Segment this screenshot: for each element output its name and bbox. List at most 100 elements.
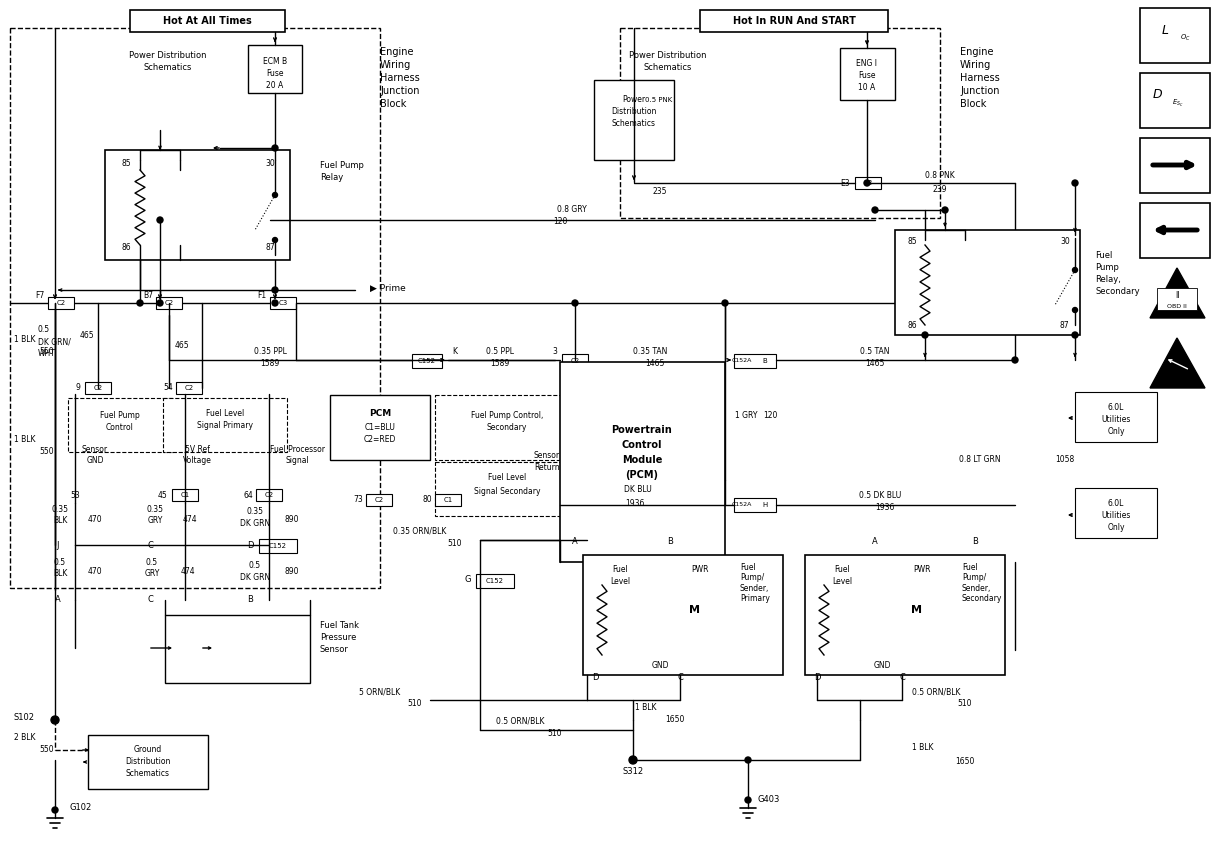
Text: GND: GND <box>651 661 669 669</box>
Text: 0.35 TAN: 0.35 TAN <box>632 346 667 356</box>
Text: 85: 85 <box>122 159 132 168</box>
Text: C2=RED: C2=RED <box>364 436 396 444</box>
Text: Power Distribution: Power Distribution <box>129 50 206 60</box>
Text: Pump: Pump <box>1095 262 1118 272</box>
Text: C2: C2 <box>570 358 580 364</box>
Text: 239: 239 <box>933 186 947 194</box>
Circle shape <box>53 807 59 813</box>
Text: G403: G403 <box>758 795 780 805</box>
Text: $D$: $D$ <box>1153 89 1164 102</box>
Bar <box>68 398 173 452</box>
Bar <box>560 362 725 562</box>
Text: Signal Primary: Signal Primary <box>197 420 253 430</box>
Text: $L$: $L$ <box>1161 23 1170 36</box>
Bar <box>855 177 882 189</box>
Text: A: A <box>573 537 578 547</box>
Text: 235: 235 <box>653 187 667 196</box>
Text: 1589: 1589 <box>260 358 280 367</box>
Text: Only: Only <box>1107 428 1125 437</box>
Text: F7: F7 <box>35 291 45 299</box>
Text: Fuel Pump: Fuel Pump <box>320 161 364 169</box>
Bar <box>734 498 777 512</box>
Text: M: M <box>690 605 701 615</box>
Text: Utilities: Utilities <box>1101 416 1131 424</box>
Text: (PCM): (PCM) <box>625 470 658 480</box>
Text: Level: Level <box>832 577 852 587</box>
Text: 0.35
BLK: 0.35 BLK <box>51 505 68 524</box>
Text: 80: 80 <box>422 496 432 504</box>
Circle shape <box>864 180 871 186</box>
Bar <box>172 489 198 501</box>
Bar <box>700 10 888 32</box>
Text: Distribution: Distribution <box>612 108 657 116</box>
Text: 0.5 PNK: 0.5 PNK <box>645 97 673 103</box>
Text: Signal Secondary: Signal Secondary <box>474 486 540 496</box>
Bar <box>1140 138 1210 193</box>
Text: 6.0L: 6.0L <box>1107 499 1125 509</box>
Text: C152A: C152A <box>731 503 752 508</box>
Circle shape <box>745 757 751 763</box>
Text: 0.5
GRY: 0.5 GRY <box>144 558 160 578</box>
Text: DK BLU: DK BLU <box>624 485 652 495</box>
Text: 0.8 PNK: 0.8 PNK <box>926 170 955 180</box>
Text: 54: 54 <box>164 384 173 392</box>
Text: Module: Module <box>621 455 662 465</box>
Text: E3: E3 <box>840 179 850 187</box>
Text: 550: 550 <box>40 746 54 754</box>
Text: 6.0L: 6.0L <box>1107 404 1125 412</box>
Bar <box>176 382 201 394</box>
Circle shape <box>158 217 162 223</box>
Text: ENG I: ENG I <box>856 58 878 68</box>
Bar <box>1140 73 1210 128</box>
Bar <box>476 574 514 588</box>
Text: 2 BLK: 2 BLK <box>13 733 35 742</box>
Text: Distribution: Distribution <box>126 758 171 766</box>
Text: PCM: PCM <box>369 409 391 418</box>
Text: Control: Control <box>106 424 134 432</box>
Text: B: B <box>247 595 253 604</box>
Bar <box>840 48 895 100</box>
Bar <box>895 230 1081 335</box>
Text: 0.35: 0.35 <box>247 507 264 516</box>
Text: 470: 470 <box>88 567 103 575</box>
Text: B7: B7 <box>143 291 153 299</box>
Polygon shape <box>1150 268 1205 318</box>
Text: 1650: 1650 <box>955 758 974 766</box>
Text: C2: C2 <box>265 492 274 498</box>
Bar <box>366 494 392 506</box>
Text: Fuel: Fuel <box>612 565 628 575</box>
Text: Hot At All Times: Hot At All Times <box>162 16 252 26</box>
Text: $_{E_{S_C}}$: $_{E_{S_C}}$ <box>1172 97 1184 108</box>
Text: Fuel
Pump/
Sender,
Secondary: Fuel Pump/ Sender, Secondary <box>962 563 1002 603</box>
Text: 0.35 ORN/BLK: 0.35 ORN/BLK <box>393 527 447 536</box>
Text: Fuel Tank: Fuel Tank <box>320 621 359 629</box>
Text: 510: 510 <box>548 728 562 738</box>
Text: Harness: Harness <box>960 73 1000 83</box>
Text: Level: Level <box>610 577 630 587</box>
Bar <box>48 297 74 309</box>
Text: 0.5: 0.5 <box>38 326 50 334</box>
Circle shape <box>922 332 928 338</box>
Text: 474: 474 <box>181 567 195 575</box>
Text: Junction: Junction <box>380 86 420 96</box>
Text: D: D <box>813 674 821 682</box>
Text: PWR: PWR <box>913 565 930 575</box>
Text: Fuel Pump Control,: Fuel Pump Control, <box>471 411 543 419</box>
Text: 5 ORN/BLK: 5 ORN/BLK <box>359 687 400 696</box>
Text: Fuel Level: Fuel Level <box>488 474 526 483</box>
Text: Fuse: Fuse <box>266 69 283 77</box>
Text: 30: 30 <box>265 159 275 168</box>
Text: 0.35
GRY: 0.35 GRY <box>147 505 164 524</box>
Text: C1: C1 <box>443 497 453 503</box>
Text: C152: C152 <box>486 578 504 584</box>
Text: 0.8 GRY: 0.8 GRY <box>557 206 587 214</box>
Circle shape <box>1072 267 1077 273</box>
Bar <box>85 382 111 394</box>
Text: Fuel Pump: Fuel Pump <box>100 411 140 420</box>
Text: 470: 470 <box>88 515 103 523</box>
Text: Secondary: Secondary <box>1095 286 1139 295</box>
Bar <box>411 354 442 368</box>
Bar <box>435 462 580 516</box>
Text: Sensor
GND: Sensor GND <box>82 445 109 464</box>
Text: Secondary: Secondary <box>487 424 527 432</box>
